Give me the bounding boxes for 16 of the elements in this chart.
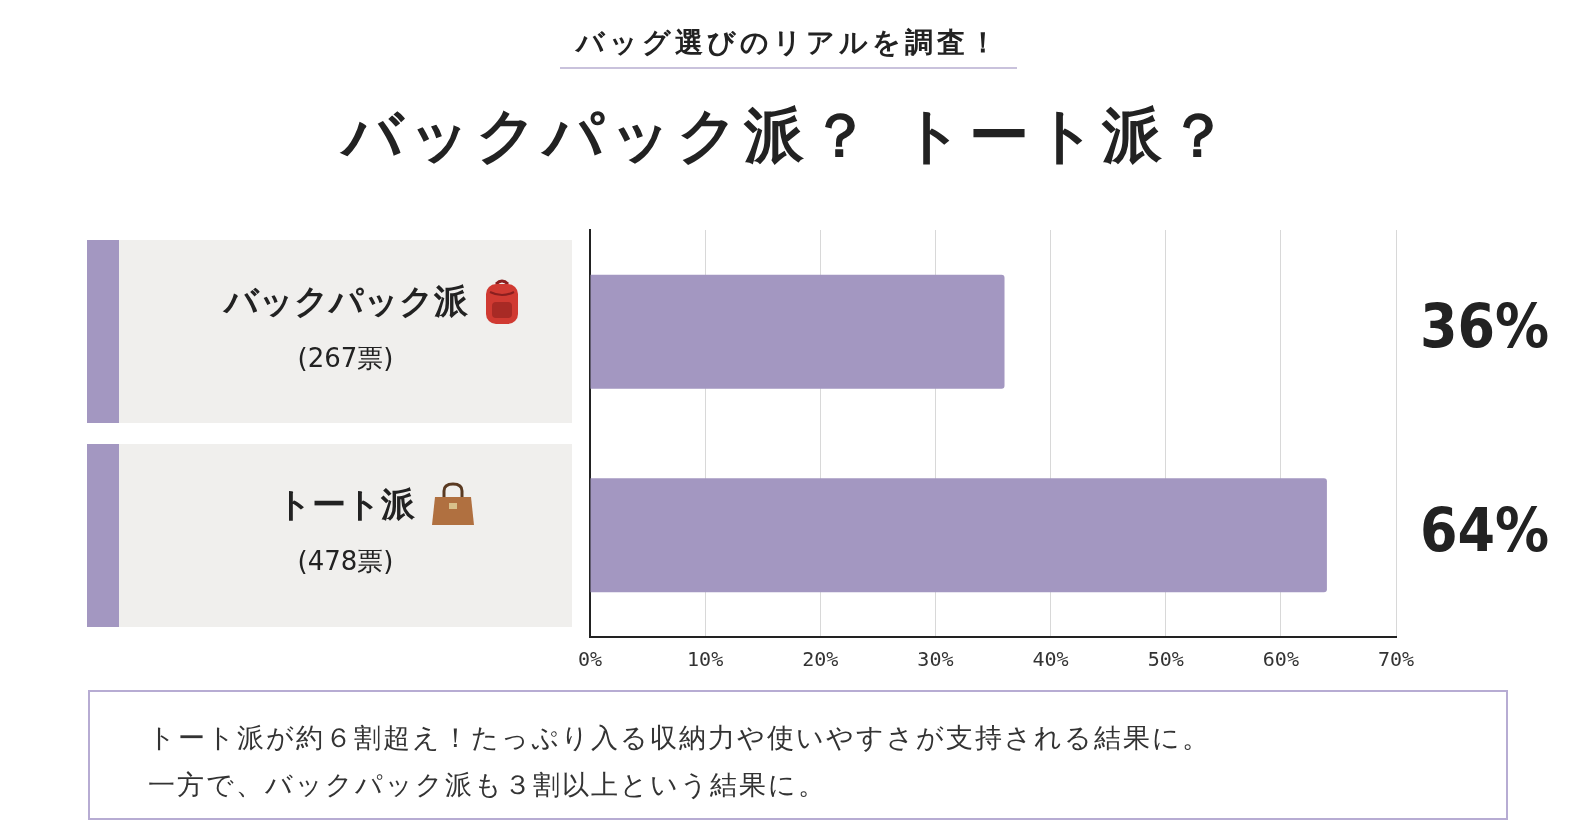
- chart-subtitle: バッグ選びのリアルを調査！: [559, 26, 1017, 69]
- x-tick-label: 10%: [687, 647, 724, 672]
- x-tick-label: 70%: [1377, 647, 1415, 672]
- y-tick-label: トート派 (478票): [276, 484, 416, 576]
- x-tick-label: 40%: [1032, 647, 1069, 672]
- chart-title: バックパック派？ トート派？: [339, 99, 1236, 172]
- x-tick-label: 50%: [1147, 647, 1184, 672]
- text: トート派が約６割超え！たっぷり入る収納力や使いやすさが支持される結果に。: [148, 721, 1212, 755]
- x-tick-label: 20%: [802, 647, 839, 672]
- x-tick-label: 0%: [577, 647, 603, 672]
- data-label: 36%: [1420, 291, 1550, 362]
- y-tick-label: バックパック派 (267票): [221, 280, 469, 373]
- x-tick-label: 30%: [917, 647, 954, 672]
- text: 一方で、バックパック派も３割以上という結果に。: [148, 768, 828, 803]
- data-label: 64%: [1420, 494, 1550, 565]
- x-tick-label: 60%: [1262, 647, 1299, 672]
